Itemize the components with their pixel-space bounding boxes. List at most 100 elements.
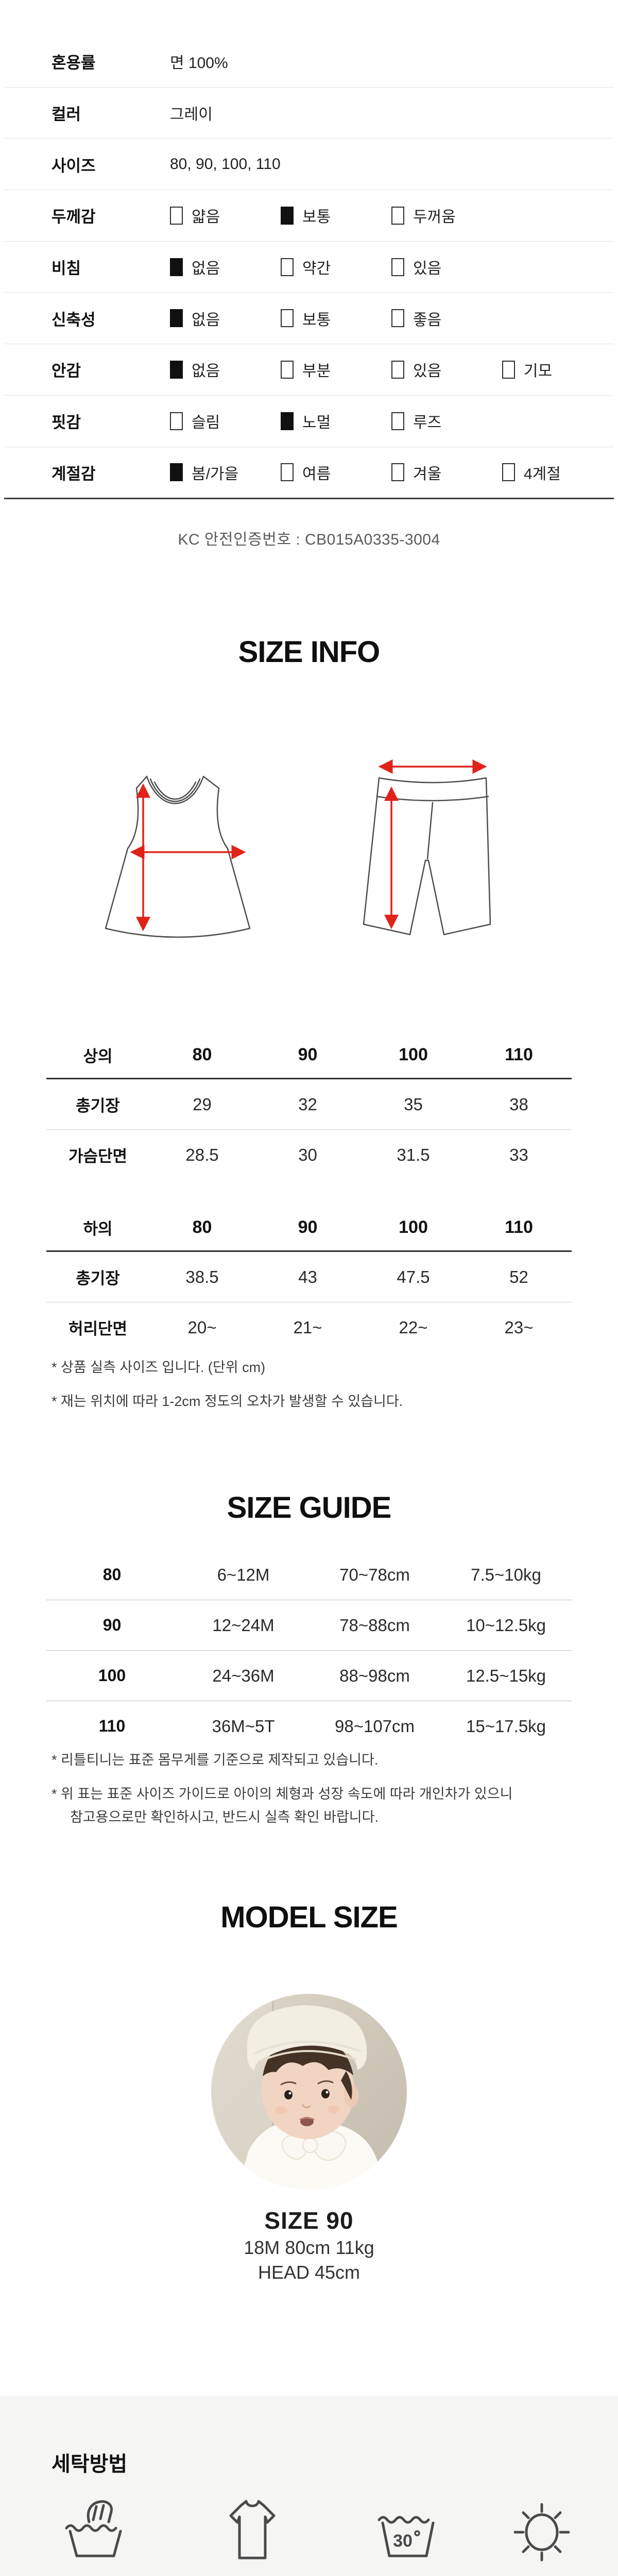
wash-block-handwash: 손세탁 권장 (31, 2495, 160, 2576)
pants-measure-arrows (378, 759, 487, 929)
size-guide-title: SIZE GUIDE (227, 1491, 392, 1524)
checkbox-unchecked-icon (391, 206, 404, 225)
option-label: 루즈 (413, 414, 442, 432)
option-label: 있음 (413, 260, 442, 278)
checkbox-unchecked-icon (502, 360, 515, 379)
spec-row: 신축성 없음 보통 좋음 (4, 293, 614, 345)
spec-option: 보통 (281, 204, 331, 227)
spec-option: 슬림 (170, 410, 220, 432)
table-cell: 29 (193, 1094, 212, 1114)
table-cell: 47.5 (397, 1267, 430, 1286)
checkbox-unchecked-icon (170, 412, 183, 430)
model-spec: 18M 80cm 11kg (244, 2237, 374, 2258)
header-cell: 80 (192, 1217, 212, 1237)
checkbox-unchecked-icon (391, 360, 404, 379)
table-cell: 30 (298, 1145, 317, 1164)
checkbox-checked-icon (281, 412, 294, 430)
table-cell: 38.5 (185, 1267, 219, 1286)
footnote: * 상품 실측 사이즈 입니다. (단위 cm) (52, 1360, 266, 1375)
table-cell: 38 (509, 1094, 528, 1114)
table-cell: 23~ (504, 1317, 534, 1337)
table-row: 가슴단면 28.5 30 31.5 33 (46, 1130, 572, 1180)
size-guide-cell: 80 (102, 1565, 122, 1584)
top-garment-outline (105, 775, 251, 938)
wash-block-separate: 단독세탁 권장 (188, 2495, 317, 2576)
bottom-size-table: 하의 80 90 100 110 총기장 38.5 43 47.5 52 허리단면 20~ 21~ 22~… (46, 1204, 572, 1352)
checkbox-checked-icon (170, 309, 183, 328)
option-label: 없음 (192, 311, 220, 329)
spec-row: 계절감 봄/가을 여름 겨울 4계절 (4, 447, 614, 498)
spec-option: 부분 (281, 358, 331, 381)
top-measure-arrows (130, 783, 246, 931)
spec-row: 사이즈 80, 90, 100, 110 (4, 139, 614, 191)
size-guide-cell: 100 (98, 1666, 126, 1685)
size-guide-cell: 70~78cm (339, 1565, 410, 1584)
spec-option: 없음 (170, 256, 220, 278)
spec-label: 핏감 (52, 413, 81, 432)
spec-option: 두꺼움 (391, 204, 456, 227)
footnote: * 리틀티니는 표준 몸무게를 기준으로 제작되고 있습니다. (52, 1752, 379, 1768)
water-30-icon: 30 (377, 2516, 435, 2557)
checkbox-checked-icon (170, 463, 183, 482)
table-header-row: 하의 80 90 100 110 (46, 1204, 572, 1252)
size-guide-cell: 88~98cm (339, 1666, 410, 1685)
footnote: * 위 표는 표준 사이즈 가이드로 아이의 체형과 성장 속도에 따라 개인차… (52, 1786, 513, 1825)
size-guide-table: 80 6~12M 70~78cm 7.5~10kg 90 12~24M 78~88cm 10~… (46, 1550, 572, 1751)
table-cell: 28.5 (185, 1145, 219, 1164)
header-cell: 90 (298, 1044, 318, 1064)
size-info-title: SIZE INFO (238, 635, 381, 669)
table-cell: 가슴단면 (68, 1147, 128, 1165)
footnote: * 재는 위치에 따라 1-2cm 정도의 오차가 발생할 수 있습니다. (52, 1394, 403, 1409)
spec-option: 얇음 (170, 204, 220, 227)
size-guide-cell: 98~107cm (334, 1716, 415, 1736)
table-header-row: 상의 80 90 100 110 (46, 1031, 572, 1079)
spec-option: 보통 (281, 307, 331, 330)
checkbox-unchecked-icon (391, 412, 404, 430)
checkbox-unchecked-icon (391, 309, 404, 328)
spec-option: 겨울 (391, 461, 441, 484)
spec-row: 비침 없음 약간 있음 (4, 242, 614, 293)
checkbox-unchecked-icon (281, 258, 294, 276)
table-row: 총기장 38.5 43 47.5 52 (46, 1252, 572, 1302)
option-label: 슬림 (192, 414, 220, 432)
size-guide-cell: 6~12M (217, 1565, 270, 1584)
option-label: 없음 (192, 260, 220, 278)
spec-label: 사이즈 (52, 157, 96, 175)
header-cell: 110 (505, 1044, 533, 1064)
option-label: 두꺼움 (413, 209, 456, 226)
checkbox-unchecked-icon (281, 463, 294, 482)
spec-option: 노멀 (281, 410, 331, 432)
spec-option: 기모 (502, 358, 552, 381)
spec-row: 컬러 그레이 (4, 88, 614, 139)
svg-text:30: 30 (393, 2531, 413, 2551)
spec-option: 없음 (170, 307, 220, 330)
model-size-title: MODEL SIZE (220, 1901, 398, 1934)
spec-value: 그레이 (170, 106, 213, 124)
wash-block-dry: 자연건조권장 (477, 2495, 606, 2576)
size-info-notes: * 상품 실측 사이즈 입니다. (단위 cm) * 재는 위치에 따라 1-2c… (52, 1356, 403, 1424)
table-cell: 52 (509, 1267, 528, 1286)
spec-value: 면 100% (170, 55, 228, 72)
checkbox-unchecked-icon (391, 463, 404, 482)
spec-option: 4계절 (502, 461, 561, 484)
option-label: 얇음 (192, 209, 220, 226)
option-label: 여름 (302, 465, 331, 483)
spec-row: 두께감 얇음 보통 두꺼움 (4, 190, 614, 242)
checkbox-unchecked-icon (502, 463, 515, 482)
size-guide-cell: 7.5~10kg (471, 1565, 541, 1584)
checkbox-unchecked-icon (170, 206, 183, 225)
kc-cert-number: KC 안전인증번호 : CB015A0335-3004 (178, 531, 440, 548)
checkbox-unchecked-icon (391, 258, 404, 276)
top-size-table: 상의 80 90 100 110 총기장 29 32 35 38 가슴단면 28.5 30 31.5 33 (46, 1031, 572, 1180)
table-cell: 43 (298, 1267, 317, 1286)
option-label: 없음 (192, 363, 220, 380)
size-guide-cell: 36M~5T (212, 1716, 275, 1736)
table-cell: 33 (509, 1145, 528, 1164)
size-guide-cell: 10~12.5kg (466, 1615, 546, 1635)
table-cell: 22~ (399, 1317, 428, 1337)
baby-model-illustration (211, 1994, 407, 2190)
table-cell: 31.5 (397, 1145, 430, 1164)
spec-option: 좋음 (391, 307, 441, 330)
size-guide-notes: * 리틀티니는 표준 몸무게를 기준으로 제작되고 있습니다. * 위 표는 표준… (52, 1749, 512, 1840)
